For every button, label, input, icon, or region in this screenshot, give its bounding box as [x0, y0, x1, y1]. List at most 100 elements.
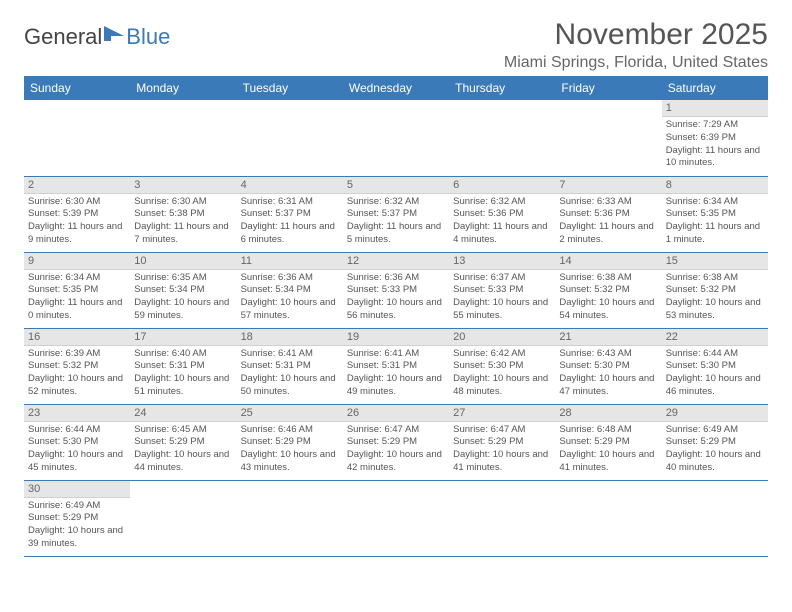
day-detail: Sunrise: 6:32 AMSunset: 5:37 PMDaylight:… — [343, 194, 449, 249]
calendar-cell — [24, 100, 130, 176]
day-detail: Sunrise: 6:44 AMSunset: 5:30 PMDaylight:… — [24, 422, 130, 477]
calendar-table: SundayMondayTuesdayWednesdayThursdayFrid… — [24, 76, 768, 557]
day-number: 20 — [449, 329, 555, 346]
calendar-cell: 4Sunrise: 6:31 AMSunset: 5:37 PMDaylight… — [237, 176, 343, 252]
calendar-cell — [237, 100, 343, 176]
calendar-body: 1Sunrise: 7:29 AMSunset: 6:39 PMDaylight… — [24, 100, 768, 556]
day-number: 12 — [343, 253, 449, 270]
day-number: 5 — [343, 177, 449, 194]
month-title: November 2025 — [504, 18, 768, 52]
day-detail: Sunrise: 6:45 AMSunset: 5:29 PMDaylight:… — [130, 422, 236, 477]
day-detail: Sunrise: 6:31 AMSunset: 5:37 PMDaylight:… — [237, 194, 343, 249]
calendar-week: 2Sunrise: 6:30 AMSunset: 5:39 PMDaylight… — [24, 176, 768, 252]
day-number: 27 — [449, 405, 555, 422]
day-number: 22 — [662, 329, 768, 346]
day-number: 29 — [662, 405, 768, 422]
calendar-cell: 28Sunrise: 6:48 AMSunset: 5:29 PMDayligh… — [555, 404, 661, 480]
day-number: 14 — [555, 253, 661, 270]
day-number: 16 — [24, 329, 130, 346]
weekday-header: Wednesday — [343, 76, 449, 100]
day-detail: Sunrise: 6:34 AMSunset: 5:35 PMDaylight:… — [24, 270, 130, 325]
day-detail: Sunrise: 7:29 AMSunset: 6:39 PMDaylight:… — [662, 117, 768, 172]
calendar-week: 23Sunrise: 6:44 AMSunset: 5:30 PMDayligh… — [24, 404, 768, 480]
logo-text-1: General — [24, 24, 102, 50]
day-number: 11 — [237, 253, 343, 270]
day-detail: Sunrise: 6:36 AMSunset: 5:33 PMDaylight:… — [343, 270, 449, 325]
day-detail: Sunrise: 6:36 AMSunset: 5:34 PMDaylight:… — [237, 270, 343, 325]
day-detail: Sunrise: 6:39 AMSunset: 5:32 PMDaylight:… — [24, 346, 130, 401]
calendar-cell — [343, 480, 449, 556]
day-number: 23 — [24, 405, 130, 422]
day-number: 26 — [343, 405, 449, 422]
calendar-cell — [555, 480, 661, 556]
day-detail: Sunrise: 6:38 AMSunset: 5:32 PMDaylight:… — [555, 270, 661, 325]
day-detail: Sunrise: 6:46 AMSunset: 5:29 PMDaylight:… — [237, 422, 343, 477]
calendar-cell: 27Sunrise: 6:47 AMSunset: 5:29 PMDayligh… — [449, 404, 555, 480]
calendar-cell — [130, 100, 236, 176]
calendar-cell: 8Sunrise: 6:34 AMSunset: 5:35 PMDaylight… — [662, 176, 768, 252]
calendar-week: 16Sunrise: 6:39 AMSunset: 5:32 PMDayligh… — [24, 328, 768, 404]
day-detail: Sunrise: 6:38 AMSunset: 5:32 PMDaylight:… — [662, 270, 768, 325]
calendar-cell: 5Sunrise: 6:32 AMSunset: 5:37 PMDaylight… — [343, 176, 449, 252]
calendar-cell: 16Sunrise: 6:39 AMSunset: 5:32 PMDayligh… — [24, 328, 130, 404]
calendar-cell: 23Sunrise: 6:44 AMSunset: 5:30 PMDayligh… — [24, 404, 130, 480]
calendar-cell: 14Sunrise: 6:38 AMSunset: 5:32 PMDayligh… — [555, 252, 661, 328]
day-number: 13 — [449, 253, 555, 270]
day-number: 2 — [24, 177, 130, 194]
day-number: 18 — [237, 329, 343, 346]
calendar-cell: 18Sunrise: 6:41 AMSunset: 5:31 PMDayligh… — [237, 328, 343, 404]
calendar-cell: 24Sunrise: 6:45 AMSunset: 5:29 PMDayligh… — [130, 404, 236, 480]
day-detail: Sunrise: 6:41 AMSunset: 5:31 PMDaylight:… — [343, 346, 449, 401]
calendar-week: 30Sunrise: 6:49 AMSunset: 5:29 PMDayligh… — [24, 480, 768, 556]
day-number: 30 — [24, 481, 130, 498]
calendar-cell: 11Sunrise: 6:36 AMSunset: 5:34 PMDayligh… — [237, 252, 343, 328]
calendar-cell — [343, 100, 449, 176]
day-number: 9 — [24, 253, 130, 270]
calendar-week: 9Sunrise: 6:34 AMSunset: 5:35 PMDaylight… — [24, 252, 768, 328]
calendar-cell: 29Sunrise: 6:49 AMSunset: 5:29 PMDayligh… — [662, 404, 768, 480]
day-number: 24 — [130, 405, 236, 422]
calendar-cell: 13Sunrise: 6:37 AMSunset: 5:33 PMDayligh… — [449, 252, 555, 328]
day-detail: Sunrise: 6:43 AMSunset: 5:30 PMDaylight:… — [555, 346, 661, 401]
day-detail: Sunrise: 6:47 AMSunset: 5:29 PMDaylight:… — [343, 422, 449, 477]
calendar-cell: 26Sunrise: 6:47 AMSunset: 5:29 PMDayligh… — [343, 404, 449, 480]
calendar-cell: 9Sunrise: 6:34 AMSunset: 5:35 PMDaylight… — [24, 252, 130, 328]
day-number: 3 — [130, 177, 236, 194]
day-number: 4 — [237, 177, 343, 194]
weekday-header: Monday — [130, 76, 236, 100]
calendar-cell — [130, 480, 236, 556]
calendar-cell: 2Sunrise: 6:30 AMSunset: 5:39 PMDaylight… — [24, 176, 130, 252]
calendar-cell — [662, 480, 768, 556]
calendar-cell: 20Sunrise: 6:42 AMSunset: 5:30 PMDayligh… — [449, 328, 555, 404]
day-number: 15 — [662, 253, 768, 270]
day-number: 21 — [555, 329, 661, 346]
logo-text-2: Blue — [126, 24, 170, 50]
calendar-cell — [449, 100, 555, 176]
calendar-cell: 19Sunrise: 6:41 AMSunset: 5:31 PMDayligh… — [343, 328, 449, 404]
location: Miami Springs, Florida, United States — [504, 54, 768, 72]
day-number: 17 — [130, 329, 236, 346]
day-detail: Sunrise: 6:40 AMSunset: 5:31 PMDaylight:… — [130, 346, 236, 401]
day-detail: Sunrise: 6:44 AMSunset: 5:30 PMDaylight:… — [662, 346, 768, 401]
logo: General Blue — [24, 18, 170, 50]
weekday-header-row: SundayMondayTuesdayWednesdayThursdayFrid… — [24, 76, 768, 100]
day-detail: Sunrise: 6:49 AMSunset: 5:29 PMDaylight:… — [662, 422, 768, 477]
day-number: 6 — [449, 177, 555, 194]
day-number: 19 — [343, 329, 449, 346]
weekday-header: Saturday — [662, 76, 768, 100]
header: General Blue November 2025 Miami Springs… — [24, 18, 768, 72]
calendar-cell: 25Sunrise: 6:46 AMSunset: 5:29 PMDayligh… — [237, 404, 343, 480]
day-number: 25 — [237, 405, 343, 422]
day-number: 7 — [555, 177, 661, 194]
weekday-header: Tuesday — [237, 76, 343, 100]
day-detail: Sunrise: 6:30 AMSunset: 5:39 PMDaylight:… — [24, 194, 130, 249]
day-detail: Sunrise: 6:33 AMSunset: 5:36 PMDaylight:… — [555, 194, 661, 249]
day-detail: Sunrise: 6:41 AMSunset: 5:31 PMDaylight:… — [237, 346, 343, 401]
calendar-cell: 3Sunrise: 6:30 AMSunset: 5:38 PMDaylight… — [130, 176, 236, 252]
day-detail: Sunrise: 6:30 AMSunset: 5:38 PMDaylight:… — [130, 194, 236, 249]
calendar-cell: 22Sunrise: 6:44 AMSunset: 5:30 PMDayligh… — [662, 328, 768, 404]
weekday-header: Friday — [555, 76, 661, 100]
day-detail: Sunrise: 6:35 AMSunset: 5:34 PMDaylight:… — [130, 270, 236, 325]
flag-icon — [104, 24, 126, 42]
calendar-cell: 1Sunrise: 7:29 AMSunset: 6:39 PMDaylight… — [662, 100, 768, 176]
